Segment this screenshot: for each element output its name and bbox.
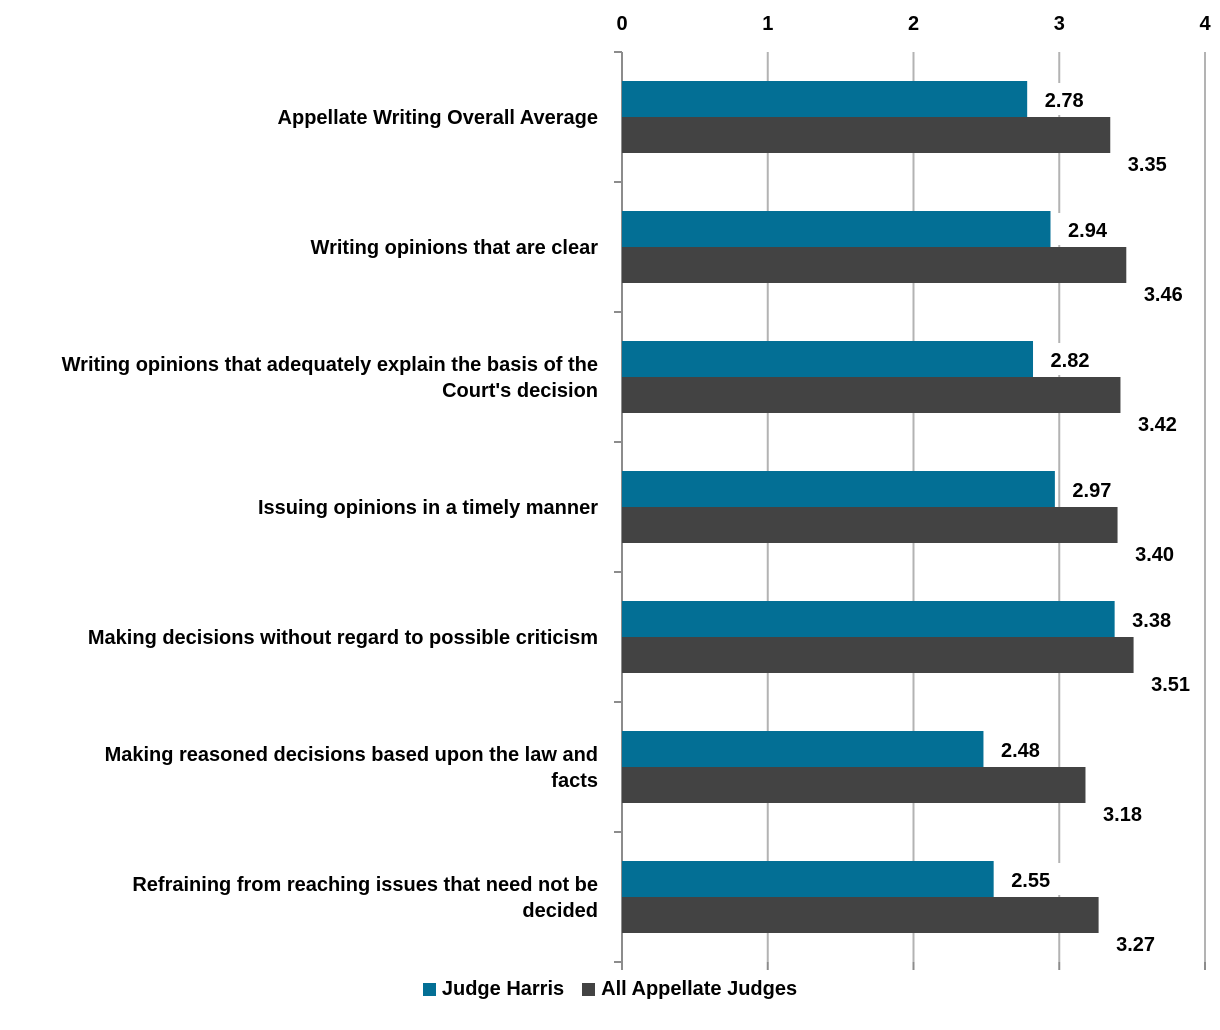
data-label-box-judge-harris-4 xyxy=(1120,603,1183,635)
category-label-6-line-0: Refraining from reaching issues that nee… xyxy=(132,874,598,896)
category-label-3: Issuing opinions in a timely manner xyxy=(258,497,598,519)
data-label-all-appellate-judges-1: 3.46 xyxy=(1144,284,1183,306)
tick-label-x-0: 0 xyxy=(616,13,627,35)
data-label-all-appellate-judges-4: 3.51 xyxy=(1151,674,1190,696)
legend: Judge Harris All Appellate Judges xyxy=(0,978,1220,1001)
bar-all-appellate-judges-1 xyxy=(622,247,1127,283)
bar-all-appellate-judges-4 xyxy=(622,637,1134,673)
bar-all-appellate-judges-6 xyxy=(622,897,1099,933)
legend-item-judge-harris: Judge Harris xyxy=(422,978,565,1001)
data-label-all-appellate-judges-6: 3.27 xyxy=(1116,934,1155,956)
data-label-box-all-appellate-judges-6 xyxy=(1104,927,1167,959)
data-label-box-judge-harris-6 xyxy=(999,863,1062,895)
data-label-box-judge-harris-5 xyxy=(989,733,1052,765)
category-label-5-line-0: Making reasoned decisions based upon the… xyxy=(105,744,598,766)
data-label-judge-harris-1: 2.94 xyxy=(1068,220,1108,242)
data-label-all-appellate-judges-3: 3.40 xyxy=(1135,544,1174,566)
data-label-judge-harris-3: 2.97 xyxy=(1072,480,1111,502)
legend-label-all-appellate-judges: All Appellate Judges xyxy=(601,978,798,1000)
bar-judge-harris-3 xyxy=(622,471,1055,507)
data-label-box-all-appellate-judges-0 xyxy=(1116,147,1179,179)
bar-judge-harris-0 xyxy=(622,81,1028,117)
bar-judge-harris-4 xyxy=(622,601,1115,637)
data-label-box-all-appellate-judges-5 xyxy=(1091,797,1154,829)
bar-chart: 0 1 2 3 4 Appellate Writing Overall Average 2.… xyxy=(62,13,1211,970)
category-label-4: Making decisions without regard to possi… xyxy=(88,627,598,649)
data-label-judge-harris-5: 2.48 xyxy=(1001,740,1040,762)
category-label-1: Writing opinions that are clear xyxy=(311,237,599,259)
bar-all-appellate-judges-2 xyxy=(622,377,1121,413)
category-label-2-line-1: Court's decision xyxy=(442,380,598,402)
legend-item-all-appellate-judges: All Appellate Judges xyxy=(582,978,797,1001)
data-label-box-all-appellate-judges-2 xyxy=(1126,407,1189,439)
data-label-judge-harris-4: 3.38 xyxy=(1132,610,1171,632)
data-label-box-judge-harris-0 xyxy=(1033,83,1096,115)
legend-swatch-judge-harris xyxy=(422,983,436,996)
bar-judge-harris-2 xyxy=(622,341,1034,377)
category-label-6-line-1: decided xyxy=(522,900,598,922)
category-label-5-line-1: facts xyxy=(551,770,598,792)
data-label-judge-harris-0: 2.78 xyxy=(1045,90,1084,112)
data-label-box-judge-harris-3 xyxy=(1060,473,1123,505)
bar-all-appellate-judges-0 xyxy=(622,117,1111,153)
legend-label-judge-harris: Judge Harris xyxy=(441,978,565,1000)
data-label-box-all-appellate-judges-1 xyxy=(1132,277,1195,309)
bar-all-appellate-judges-5 xyxy=(622,767,1086,803)
tick-label-x-2: 2 xyxy=(908,13,919,35)
data-label-box-all-appellate-judges-4 xyxy=(1139,667,1202,699)
category-label-2-line-0: Writing opinions that adequately explain… xyxy=(62,354,598,376)
bar-all-appellate-judges-3 xyxy=(622,507,1118,543)
data-label-judge-harris-6: 2.55 xyxy=(1011,870,1050,892)
data-label-box-all-appellate-judges-3 xyxy=(1123,537,1186,569)
tick-label-x-1: 1 xyxy=(762,13,773,35)
data-label-all-appellate-judges-0: 3.35 xyxy=(1128,154,1167,176)
legend-swatch-all-appellate-judges xyxy=(582,983,596,996)
bar-judge-harris-5 xyxy=(622,731,984,767)
data-label-box-judge-harris-2 xyxy=(1039,343,1102,375)
data-label-all-appellate-judges-2: 3.42 xyxy=(1138,414,1177,436)
category-label-0: Appellate Writing Overall Average xyxy=(278,107,598,129)
bar-judge-harris-6 xyxy=(622,861,994,897)
tick-label-x-4: 4 xyxy=(1199,13,1211,35)
data-label-all-appellate-judges-5: 3.18 xyxy=(1103,804,1142,826)
data-label-judge-harris-2: 2.82 xyxy=(1051,350,1090,372)
tick-label-x-3: 3 xyxy=(1054,13,1065,35)
data-label-box-judge-harris-1 xyxy=(1056,213,1119,245)
bar-judge-harris-1 xyxy=(622,211,1051,247)
